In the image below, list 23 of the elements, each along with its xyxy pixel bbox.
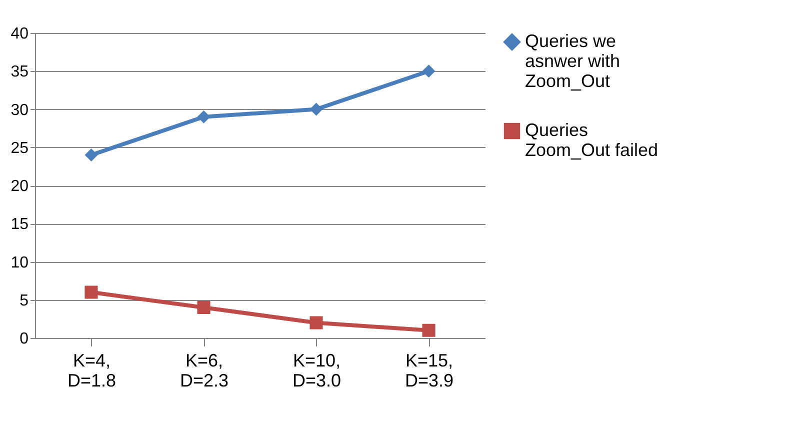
- point: [197, 300, 210, 314]
- legend-label: Queries Zoom_Out failed: [525, 120, 658, 160]
- point: [422, 324, 436, 337]
- y-tick-label: 20: [10, 178, 29, 195]
- point: [422, 64, 436, 78]
- y-tick-label: 25: [10, 140, 29, 157]
- point: [310, 316, 323, 330]
- x-tick-label: K=6, D=2.3: [180, 350, 229, 390]
- x-tick-label: K=10, D=3.0: [292, 350, 342, 390]
- y-tick-label: 35: [10, 64, 29, 81]
- point: [84, 148, 98, 162]
- y-tick-label: 10: [10, 254, 29, 272]
- y-tick-label: 15: [10, 216, 29, 234]
- y-tick-label: 40: [10, 26, 29, 42]
- legend-label: Queries we asnwer with Zoom_Out: [525, 31, 620, 91]
- point: [310, 102, 323, 116]
- y-tick-label: 30: [10, 102, 29, 119]
- x-tick-label: K=15, D=3.9: [404, 350, 454, 390]
- x-tick-label: K=4, D=1.8: [67, 350, 116, 390]
- point: [197, 110, 210, 124]
- y-tick-label: 5: [20, 292, 29, 310]
- point: [84, 286, 98, 299]
- y-tick-label: 0: [20, 330, 29, 348]
